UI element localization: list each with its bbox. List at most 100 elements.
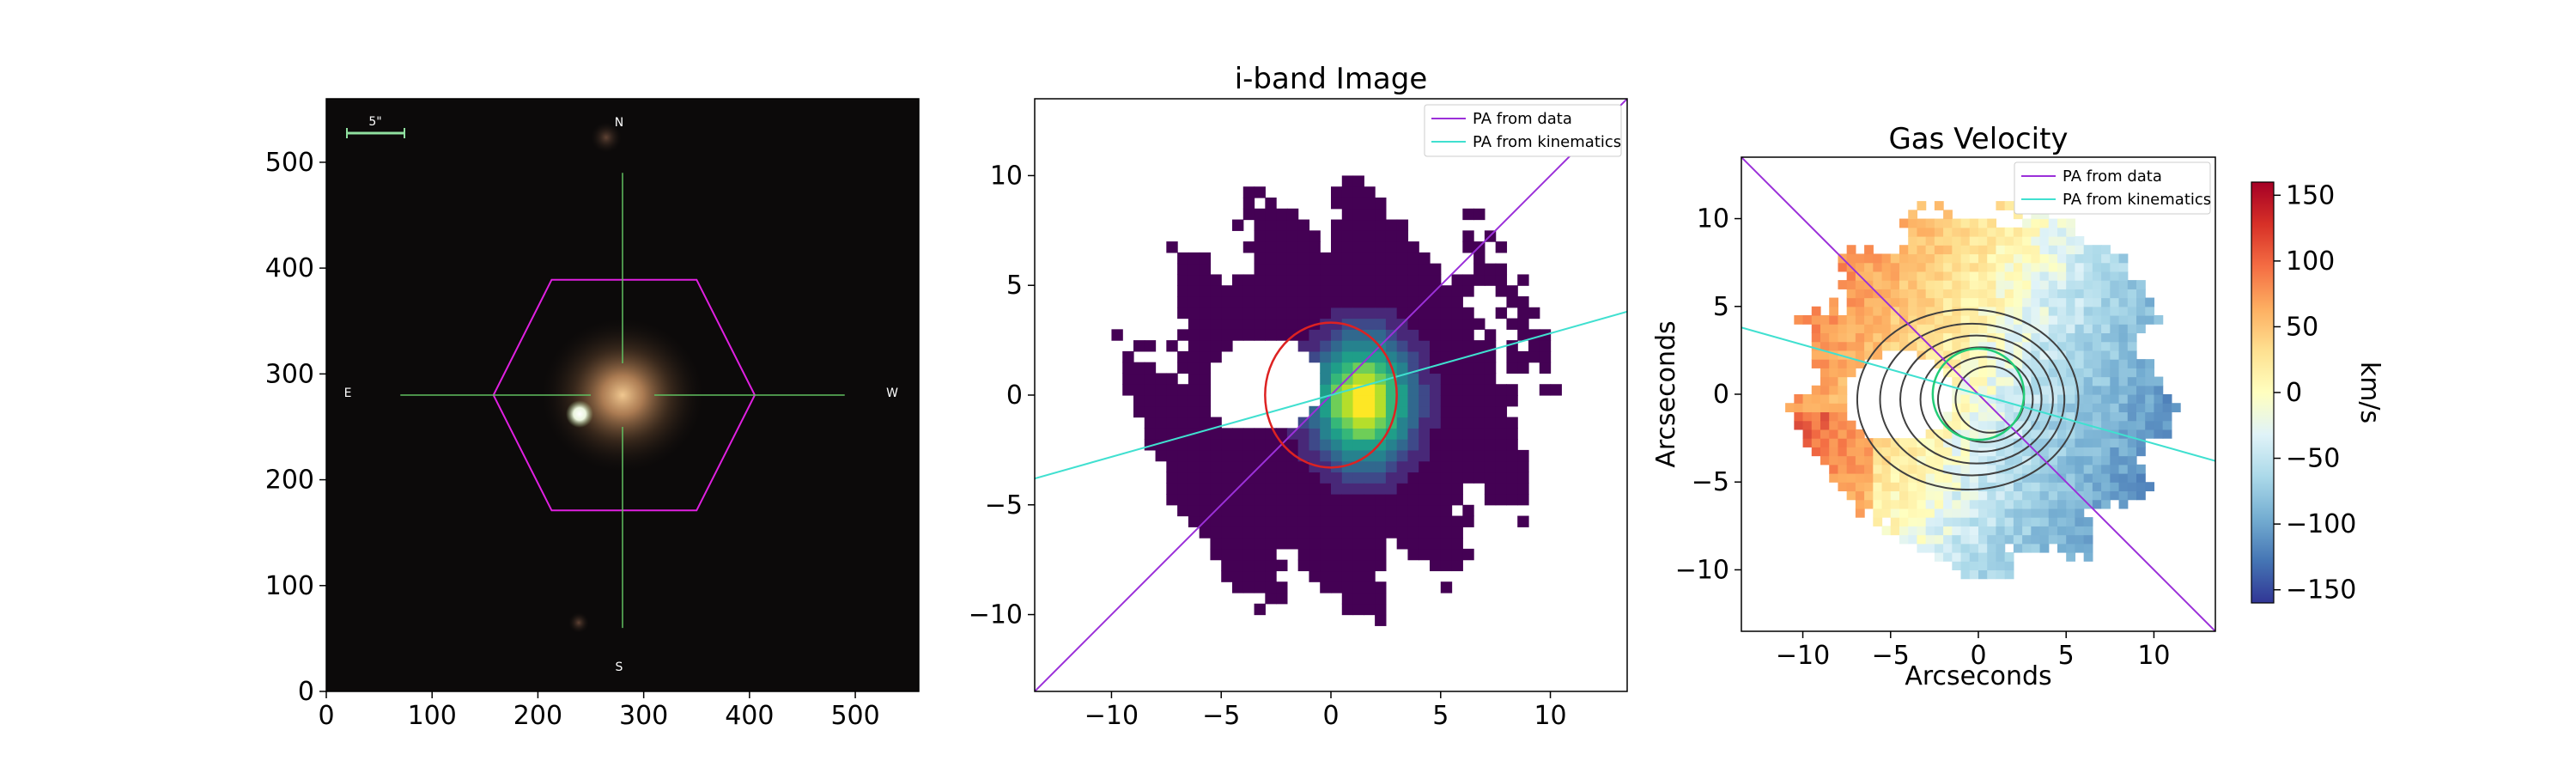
velocity-pixel (2092, 368, 2102, 378)
velocity-pixel (1969, 359, 1979, 368)
velocity-pixel (2083, 455, 2093, 466)
velocity-pixel (1864, 297, 1874, 307)
i-band-pixel (1462, 515, 1474, 527)
i-band-pixel (1155, 449, 1167, 462)
velocity-pixel (2127, 359, 2137, 368)
velocity-pixel (2022, 280, 2032, 289)
velocity-pixel (1934, 227, 1944, 237)
velocity-pixel (2057, 543, 2067, 553)
velocity-pixel (2127, 385, 2137, 395)
velocity-pixel (1996, 552, 2006, 562)
velocity-pixel (1987, 289, 1997, 299)
i-band-pixel (1430, 318, 1442, 330)
velocity-pixel (1829, 411, 1839, 422)
velocity-pixel (2145, 482, 2155, 492)
i-band-pixel (1309, 274, 1321, 286)
velocity-pixel (1978, 359, 1988, 368)
i-band-pixel (1407, 395, 1419, 407)
i-band-pixel (1364, 603, 1376, 616)
i-band-pixel (1419, 405, 1431, 418)
i-band-pixel (1495, 460, 1508, 473)
velocity-pixel (1960, 280, 1971, 289)
flux-contour (1919, 346, 2043, 453)
i-band-pixel (1364, 570, 1376, 582)
velocity-pixel (2031, 464, 2041, 474)
i-band-pixel (1462, 439, 1474, 451)
i-band-pixel (1232, 439, 1244, 451)
i-band-pixel (1221, 428, 1233, 440)
velocity-pixel (1917, 253, 1927, 264)
velocity-pixel (1917, 297, 1927, 307)
i-band-pixel (1396, 515, 1409, 527)
velocity-pixel (1987, 534, 1997, 545)
i-band-pixel (1320, 581, 1332, 593)
velocity-pixel (1925, 464, 1935, 474)
velocity-pixel (2066, 403, 2076, 413)
i-band-pixel (1144, 362, 1157, 374)
i-band-pixel (1199, 274, 1212, 286)
velocity-pixel (1811, 403, 1821, 413)
i-band-pixel (1320, 329, 1332, 341)
i-band-pixel (1144, 417, 1157, 429)
i-band-pixel (1331, 405, 1343, 418)
i-band-pixel (1462, 307, 1474, 320)
velocity-pixel (2127, 376, 2137, 386)
velocity-pixel (1855, 464, 1865, 474)
i-band-pixel (1276, 285, 1288, 297)
i-band-pixel (1341, 570, 1354, 582)
velocity-pixel (2004, 376, 2014, 386)
i-band-pixel (1341, 548, 1354, 561)
i-band-pixel (1396, 417, 1409, 429)
i-band-pixel (1297, 296, 1310, 308)
i-band-pixel (1297, 252, 1310, 265)
velocity-pixel (2039, 543, 2050, 553)
velocity-pixel (2031, 376, 2041, 386)
i-band-pixel (1451, 285, 1463, 297)
i-band-pixel (1539, 362, 1552, 374)
i-band-pixel (1254, 285, 1266, 297)
faint-source (568, 612, 589, 633)
i-band-pixel (1232, 526, 1244, 539)
velocity-pixel (1864, 499, 1874, 509)
velocity-pixel (1838, 447, 1848, 457)
velocity-pixel (1846, 464, 1856, 474)
i-band-pixel (1484, 439, 1497, 451)
velocity-pixel (1873, 315, 1883, 325)
velocity-pixel (2092, 473, 2102, 483)
velocity-pixel (2092, 438, 2102, 447)
velocity-pixel (1881, 289, 1892, 299)
i-band-pixel (1352, 581, 1364, 593)
i-band-pixel (1242, 526, 1255, 539)
i-band-pixel (1375, 526, 1387, 539)
velocity-pixel (1952, 280, 1962, 289)
velocity-pixel (1969, 569, 1979, 580)
velocity-pixel (2118, 271, 2129, 281)
velocity-pixel (1838, 341, 1848, 351)
velocity-pixel (1960, 508, 1971, 518)
velocity-pixel (2031, 394, 2041, 404)
velocity-pixel (1838, 359, 1848, 368)
velocity-pixel (2083, 368, 2093, 378)
velocity-pixel (2013, 245, 2023, 255)
velocity-pixel (2004, 359, 2014, 368)
velocity-pixel (2118, 482, 2129, 492)
i-band-pixel (1265, 570, 1277, 582)
velocity-pixel (1952, 271, 1962, 281)
velocity-pixel (1855, 438, 1865, 447)
i-band-pixel (1341, 405, 1354, 418)
velocity-pixel (2022, 376, 2032, 386)
i-band-pixel (1506, 362, 1518, 374)
velocity-pixel (1969, 517, 1979, 526)
i-band-pixel (1199, 504, 1212, 517)
velocity-pixel (1987, 218, 1997, 228)
i-band-pixel (1430, 329, 1442, 341)
i-band-pixel (1341, 230, 1354, 242)
i-band-pixel (1341, 593, 1354, 605)
velocity-pixel (1943, 517, 1953, 526)
i-band-pixel (1210, 329, 1222, 341)
y-tick-label: 0 (1713, 380, 1729, 410)
velocity-pixel (1829, 438, 1839, 447)
velocity-pixel (1820, 438, 1830, 447)
velocity-pixel (2101, 359, 2111, 368)
velocity-pixel (2031, 236, 2041, 246)
